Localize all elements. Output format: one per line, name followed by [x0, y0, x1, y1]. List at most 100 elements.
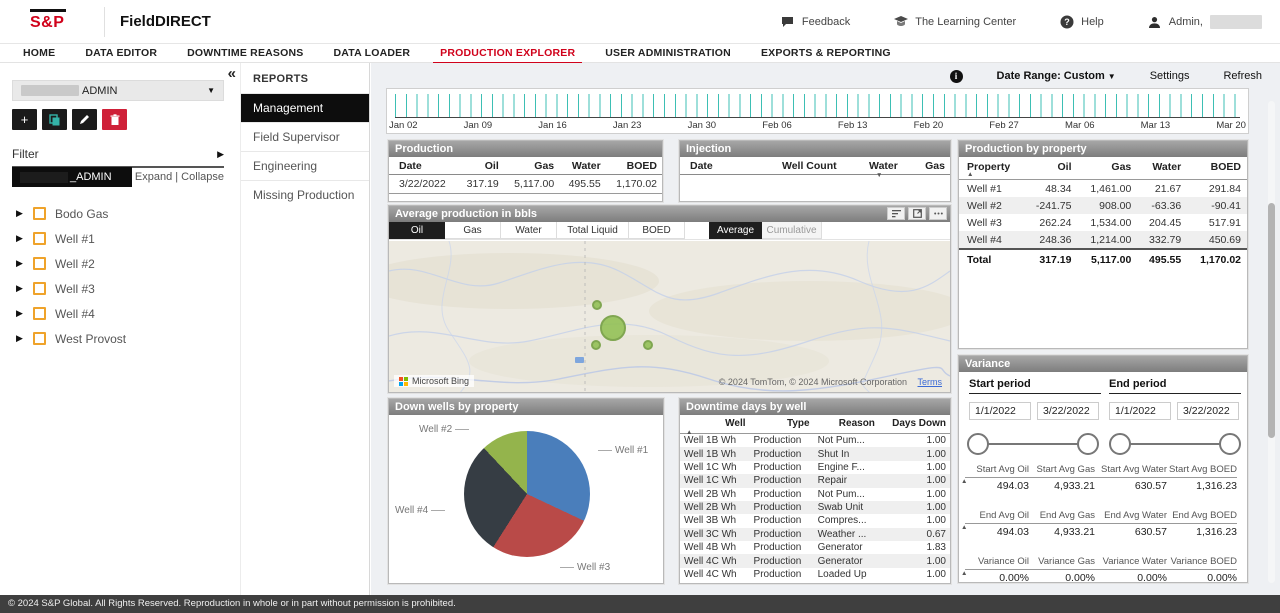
admin-menu[interactable]: Admin, — [1148, 15, 1262, 29]
end-date-from-input[interactable]: 1/1/2022 — [1109, 402, 1171, 420]
tree-item[interactable]: ▶ Well #3 — [16, 276, 232, 301]
info-icon[interactable]: i — [950, 70, 963, 83]
sort-asc-icon[interactable]: ▲ — [967, 171, 973, 178]
copy-button[interactable] — [42, 109, 67, 130]
slider-handle-left[interactable] — [1109, 433, 1131, 455]
col-header[interactable]: BOED — [1187, 157, 1247, 180]
well-map-marker-large[interactable] — [600, 315, 626, 341]
nav-tab-home[interactable]: HOME — [8, 44, 70, 63]
slider-handle-right[interactable] — [1077, 433, 1099, 455]
col-header[interactable]: Gas — [1078, 157, 1138, 180]
table-row[interactable]: Well 3C WhProductionWeather ...0.67 — [680, 528, 950, 541]
col-header[interactable]: Days Down — [879, 415, 950, 434]
col-header[interactable]: Type — [750, 415, 814, 434]
date-range-dropdown[interactable]: Date Range: Custom ▼ — [997, 70, 1116, 82]
tree-expand-icon[interactable]: ▶ — [16, 308, 24, 319]
start-date-from-input[interactable]: 1/1/2022 — [969, 402, 1031, 420]
collapse-sidebar-icon[interactable]: « — [228, 65, 236, 82]
timeline-ticks[interactable] — [395, 94, 1240, 118]
well-map-marker[interactable] — [591, 340, 601, 350]
refresh-button[interactable]: Refresh — [1223, 70, 1262, 82]
nav-tab-production-explorer[interactable]: PRODUCTION EXPLORER — [425, 44, 590, 63]
report-item-engineering[interactable]: Engineering — [241, 151, 369, 180]
down-wells-pie[interactable] — [464, 431, 590, 557]
col-header[interactable]: Gas — [903, 157, 950, 175]
table-row[interactable]: Well 1B WhProductionShut In1.00 — [680, 447, 950, 460]
tree-expand-icon[interactable]: ▶ — [16, 333, 24, 344]
col-header[interactable]: Reason — [814, 415, 879, 434]
tree-expand-icon[interactable]: ▶ — [16, 233, 24, 244]
settings-button[interactable]: Settings — [1150, 70, 1190, 82]
tab-cumulative[interactable]: Cumulative — [762, 222, 822, 239]
tree-item[interactable]: ▶ Well #4 — [16, 301, 232, 326]
delete-button[interactable] — [102, 109, 127, 130]
tree-checkbox[interactable] — [33, 282, 46, 295]
table-row[interactable]: Well 2B WhProductionNot Pum...1.00 — [680, 488, 950, 501]
col-header[interactable]: Gas — [504, 157, 559, 175]
more-options-button[interactable] — [929, 207, 947, 220]
filter-toggle[interactable]: Filter ▶ — [12, 147, 224, 168]
tree-checkbox[interactable] — [33, 332, 46, 345]
tree-checkbox[interactable] — [33, 207, 46, 220]
table-row[interactable]: Well 4C WhProductionLoaded Up1.00 — [680, 568, 950, 581]
table-row[interactable]: Well 3B WhProductionCompres...1.00 — [680, 514, 950, 527]
tab-total-liquid[interactable]: Total Liquid — [557, 222, 629, 239]
admin-group-badge[interactable]: _ADMIN — [12, 167, 132, 187]
filter-list-button[interactable] — [887, 207, 905, 220]
tab-oil[interactable]: Oil — [389, 222, 445, 239]
add-button[interactable]: + — [12, 109, 37, 130]
table-row[interactable]: Well #2-241.75908.00-63.36-90.41 — [959, 197, 1247, 214]
slider-track[interactable] — [987, 443, 1079, 445]
table-row[interactable]: Well 2B WhProductionSwab Unit1.00 — [680, 501, 950, 514]
tab-gas[interactable]: Gas — [445, 222, 501, 239]
nav-tab-downtime-reasons[interactable]: DOWNTIME REASONS — [172, 44, 318, 63]
col-header[interactable]: BOED — [606, 157, 662, 175]
tab-boed[interactable]: BOED — [629, 222, 685, 239]
nav-tab-data-loader[interactable]: DATA LOADER — [319, 44, 426, 63]
bing-map[interactable]: Microsoft Bing © 2024 TomTom, © 2024 Mic… — [389, 241, 950, 392]
nav-tab-data-editor[interactable]: DATA EDITOR — [70, 44, 172, 63]
tree-expand-icon[interactable]: ▶ — [16, 258, 24, 269]
table-row[interactable]: Well 4B WhProductionGenerator1.83 — [680, 541, 950, 554]
help-link[interactable]: ? Help — [1060, 15, 1104, 29]
tree-checkbox[interactable] — [33, 232, 46, 245]
slider-track[interactable] — [1129, 443, 1221, 445]
table-row[interactable]: Well #4248.361,214.00332.79450.69 — [959, 231, 1247, 249]
report-item-field-supervisor[interactable]: Field Supervisor — [241, 122, 369, 151]
slider-handle-right[interactable] — [1219, 433, 1241, 455]
col-header[interactable]: Oil — [1024, 157, 1078, 180]
tree-expand-icon[interactable]: ▶ — [16, 208, 24, 219]
tab-water[interactable]: Water — [501, 222, 557, 239]
nav-tab-user-administration[interactable]: USER ADMINISTRATION — [590, 44, 746, 63]
col-header[interactable]: Water — [842, 157, 903, 175]
end-date-to-input[interactable]: 3/22/2022 — [1177, 402, 1239, 420]
col-header[interactable]: Date — [680, 157, 740, 175]
feedback-link[interactable]: Feedback — [781, 15, 850, 29]
col-header[interactable]: Water — [559, 157, 606, 175]
report-item-management[interactable]: Management — [241, 93, 369, 122]
tree-item[interactable]: ▶ West Provost — [16, 326, 232, 351]
well-map-marker[interactable] — [643, 340, 653, 350]
table-row[interactable]: Well #3262.241,534.00204.45517.91 — [959, 214, 1247, 231]
tree-item[interactable]: ▶ Well #1 — [16, 226, 232, 251]
learning-center-link[interactable]: The Learning Center — [894, 15, 1016, 29]
report-item-missing-production[interactable]: Missing Production — [241, 180, 369, 209]
hierarchy-dropdown[interactable]: ADMIN ▼ — [12, 80, 224, 101]
scrollbar-thumb[interactable] — [1268, 203, 1275, 438]
start-date-to-input[interactable]: 3/22/2022 — [1037, 402, 1099, 420]
expand-button[interactable] — [908, 207, 926, 220]
col-header[interactable]: Water — [1137, 157, 1187, 180]
sort-asc-icon[interactable]: ▲ — [686, 429, 692, 436]
table-row[interactable]: Well 1C WhProductionRepair1.00 — [680, 474, 950, 487]
tree-item[interactable]: ▶ Well #2 — [16, 251, 232, 276]
table-row[interactable]: Well 1C WhProductionEngine F...1.00 — [680, 461, 950, 474]
sort-desc-icon[interactable]: ▼ — [876, 172, 882, 179]
tab-average[interactable]: Average — [709, 222, 762, 239]
vertical-scrollbar[interactable] — [1268, 101, 1275, 583]
well-map-marker[interactable] — [592, 300, 602, 310]
tree-item[interactable]: ▶ Bodo Gas — [16, 201, 232, 226]
nav-tab-exports-reporting[interactable]: EXPORTS & REPORTING — [746, 44, 906, 63]
table-row[interactable]: Well #148.341,461.0021.67291.84 — [959, 180, 1247, 198]
col-header[interactable]: Well Count — [740, 157, 842, 175]
tree-checkbox[interactable] — [33, 307, 46, 320]
